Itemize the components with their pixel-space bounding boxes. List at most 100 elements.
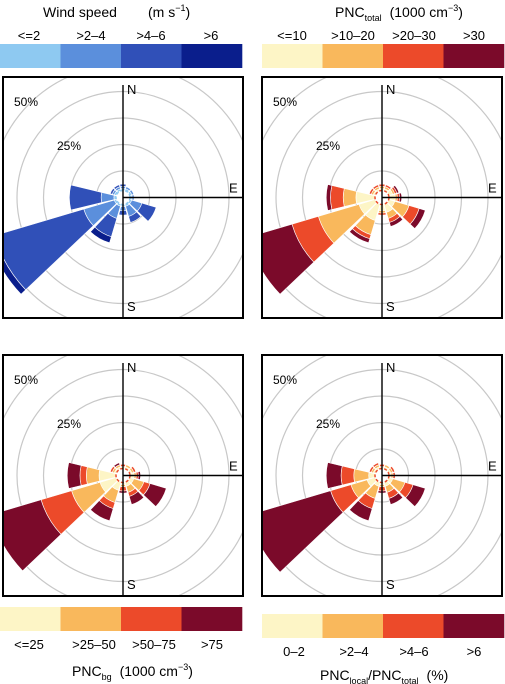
legend-swatch-3 [383, 614, 444, 638]
legend-swatch-2 [60, 607, 122, 631]
wedge-30deg-bin-2 [125, 186, 132, 192]
wedge-240deg-bin-4 [3, 499, 62, 572]
wedge-30deg-bin-3 [384, 184, 392, 190]
legend-swatch-4 [181, 607, 243, 631]
panel-frame [261, 354, 503, 597]
wedge-30deg-bin-2 [125, 464, 132, 470]
wedge-210deg-bin-4 [349, 228, 371, 244]
legend-swatch-3 [383, 44, 444, 68]
ring-label-50: 50% [273, 95, 297, 109]
compass-e-label: E [488, 459, 497, 474]
wedge-60deg-bin-3 [389, 465, 396, 473]
legend-pnc-bg-bin-1: <=25 [14, 637, 44, 652]
wedge-240deg-bin-4 [262, 223, 315, 295]
compass-s-label: S [127, 577, 136, 592]
wedge-270deg-bin-3 [79, 465, 88, 486]
wedge-210deg-bin-4 [349, 500, 373, 522]
ring-label-50: 50% [14, 95, 38, 109]
windrose-panel-pnc-total: N E S 50% 25% [261, 76, 503, 319]
legend-pnc-bg-colorbar [0, 607, 243, 631]
wedge-300deg-bin-3 [368, 187, 375, 195]
panel-frame [261, 76, 503, 319]
legend-wind-title: Wind speed [43, 4, 117, 20]
windrose-panel-pnc-bg: N E S 50% 25% [2, 354, 244, 597]
wedges [262, 183, 426, 295]
compass-s-label: S [127, 299, 136, 314]
wedge-300deg-bin-3 [368, 465, 375, 473]
windrose-panel-wind-speed: N E S 50% 25% [2, 76, 244, 319]
legend-pnc-total-bin-3: >20–30 [392, 28, 436, 43]
compass-e-label: E [229, 181, 238, 196]
wedge-150deg-bin-3 [128, 211, 142, 223]
wedges [3, 462, 167, 572]
legend-pnc-bg-bin-4: >75 [201, 637, 223, 652]
legend-wind-speed: Wind speed (m s−1) <=2 >2–4 >4–6 >6 [0, 3, 243, 68]
panel-frame [2, 354, 244, 597]
compass-n-label: N [127, 360, 136, 375]
legend-swatch-2 [322, 44, 384, 68]
ring-label-50: 50% [14, 373, 38, 387]
wedges [3, 183, 157, 295]
legend-swatch-3 [121, 44, 182, 68]
wedge-270deg-bin-3 [69, 184, 103, 211]
compass-e-label: E [229, 459, 238, 474]
legend-swatch-1 [0, 607, 61, 631]
wedge-150deg-bin-4 [388, 492, 404, 505]
legend-pnc-total-bin-2: >10–20 [331, 28, 375, 43]
legend-pnc-ratio: 0–2 >2–4 >4–6 >6 PNClocal/PNCtotal (%) [262, 614, 505, 684]
legend-swatch-4 [181, 44, 243, 68]
windrose-panel-pnc-ratio: N E S 50% 25% [261, 354, 503, 597]
compass-n-label: N [127, 82, 136, 97]
wedge-270deg-bin-2 [342, 188, 358, 207]
legend-wind-bin-1: <=2 [18, 28, 40, 43]
wedge-210deg-bin-4 [90, 500, 114, 522]
ring-label-25: 25% [57, 139, 81, 153]
wedge-330deg-bin-3 [372, 184, 380, 190]
legend-pnc-total-bin-1: <=10 [277, 28, 307, 43]
legend-swatch-3 [121, 607, 182, 631]
legend-pnc-ratio-bin-3: >4–6 [399, 644, 428, 659]
wedge-330deg-bin-3 [113, 184, 121, 190]
legend-pnc-bg: <=25 >25–50 >50–75 >75 PNCbg (1000 cm−3) [0, 607, 243, 682]
legend-wind-unit: (m s−1) [148, 3, 190, 20]
wedge-330deg-bin-4 [113, 462, 121, 468]
legend-pnc-total-title: PNCtotal (1000 cm−3) [335, 3, 463, 23]
compass-n-label: N [386, 360, 395, 375]
wedge-120deg-bin-4 [409, 208, 426, 230]
panel-frame [2, 76, 244, 319]
legend-pnc-bg-bin-2: >25–50 [72, 637, 116, 652]
legend-swatch-4 [443, 44, 505, 68]
legend-pnc-ratio-colorbar [262, 614, 505, 638]
wedge-270deg-bin-4 [326, 184, 333, 211]
legend-wind-colorbar [0, 44, 243, 68]
legend-pnc-ratio-bin-4: >6 [467, 644, 482, 659]
wedge-270deg-bin-2 [86, 466, 101, 485]
wedge-60deg-bin-4 [392, 184, 400, 194]
wedge-330deg-bin-3 [372, 462, 380, 468]
wedge-240deg-bin-4 [262, 490, 344, 573]
legend-pnc-ratio-title: PNClocal/PNCtotal (%) [320, 667, 448, 684]
wedge-150deg-bin-4 [128, 490, 145, 505]
wedge-60deg-bin-3 [130, 465, 137, 473]
legend-swatch-2 [60, 44, 122, 68]
legend-swatch-4 [443, 614, 505, 638]
legend-swatch-2 [322, 614, 384, 638]
wedge-30deg-bin-2 [384, 464, 391, 470]
wedge-60deg-bin-2 [129, 189, 135, 196]
wedge-120deg-bin-3 [136, 202, 157, 222]
legend-wind-bin-3: >4–6 [136, 28, 165, 43]
ring-label-25: 25% [316, 417, 340, 431]
legend-swatch-1 [262, 44, 323, 68]
legend-swatch-1 [0, 44, 61, 68]
compass-n-label: N [386, 82, 395, 97]
compass-s-label: S [386, 577, 395, 592]
wedge-120deg-bin-4 [405, 484, 426, 508]
ring-label-25: 25% [57, 417, 81, 431]
legend-wind-bin-4: >6 [204, 28, 219, 43]
legend-pnc-bg-title: PNCbg (1000 cm−3) [72, 662, 193, 682]
legend-pnc-total: PNCtotal (1000 cm−3) <=10 >10–20 >20–30 >… [262, 3, 505, 68]
legend-wind-bin-2: >2–4 [76, 28, 105, 43]
wedge-300deg-bin-3 [109, 187, 116, 195]
wedge-150deg-bin-4 [389, 215, 404, 227]
